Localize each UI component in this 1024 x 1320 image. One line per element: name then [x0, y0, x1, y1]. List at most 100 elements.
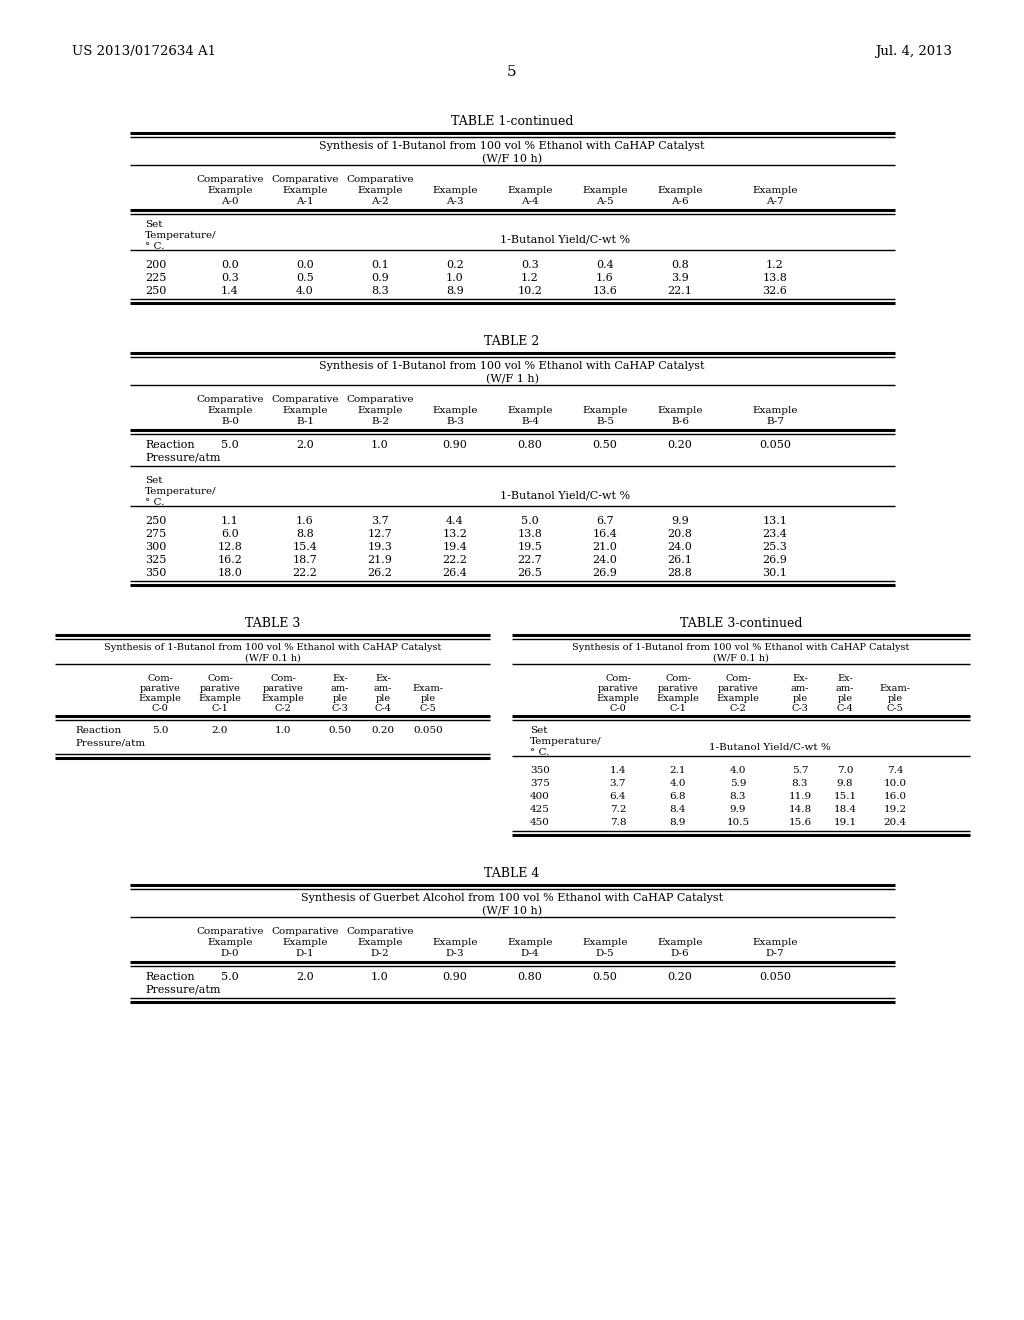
- Text: Synthesis of 1-Butanol from 100 vol % Ethanol with CaHAP Catalyst: Synthesis of 1-Butanol from 100 vol % Et…: [572, 643, 909, 652]
- Text: Ex-: Ex-: [332, 675, 348, 682]
- Text: B-2: B-2: [371, 417, 389, 426]
- Text: am-: am-: [791, 684, 809, 693]
- Text: 0.90: 0.90: [442, 440, 467, 450]
- Text: 0.80: 0.80: [517, 440, 543, 450]
- Text: 450: 450: [530, 818, 550, 828]
- Text: 350: 350: [145, 568, 166, 578]
- Text: 12.8: 12.8: [217, 543, 243, 552]
- Text: Reaction: Reaction: [145, 440, 195, 450]
- Text: 6.0: 6.0: [221, 529, 239, 539]
- Text: Com-: Com-: [270, 675, 296, 682]
- Text: 0.90: 0.90: [442, 972, 467, 982]
- Text: 20.4: 20.4: [884, 818, 906, 828]
- Text: ple: ple: [838, 694, 853, 704]
- Text: 11.9: 11.9: [788, 792, 812, 801]
- Text: 1.2: 1.2: [766, 260, 784, 271]
- Text: 10.2: 10.2: [517, 286, 543, 296]
- Text: Example: Example: [283, 186, 328, 195]
- Text: TABLE 3: TABLE 3: [245, 616, 300, 630]
- Text: 8.9: 8.9: [446, 286, 464, 296]
- Text: Temperature/: Temperature/: [145, 231, 217, 240]
- Text: 0.80: 0.80: [517, 972, 543, 982]
- Text: C-4: C-4: [837, 704, 853, 713]
- Text: 15.6: 15.6: [788, 818, 812, 828]
- Text: Com-: Com-: [725, 675, 751, 682]
- Text: Com-: Com-: [665, 675, 691, 682]
- Text: am-: am-: [836, 684, 854, 693]
- Text: 24.0: 24.0: [593, 554, 617, 565]
- Text: 23.4: 23.4: [763, 529, 787, 539]
- Text: A-0: A-0: [221, 197, 239, 206]
- Text: Example: Example: [261, 694, 304, 704]
- Text: TABLE 1-continued: TABLE 1-continued: [451, 115, 573, 128]
- Text: Ex-: Ex-: [793, 675, 808, 682]
- Text: 1.4: 1.4: [609, 766, 627, 775]
- Text: B-3: B-3: [446, 417, 464, 426]
- Text: (W/F 0.1 h): (W/F 0.1 h): [713, 653, 769, 663]
- Text: 325: 325: [145, 554, 166, 565]
- Text: Comparative: Comparative: [197, 395, 264, 404]
- Text: Synthesis of Guerbet Alcohol from 100 vol % Ethanol with CaHAP Catalyst: Synthesis of Guerbet Alcohol from 100 vo…: [301, 894, 723, 903]
- Text: Synthesis of 1-Butanol from 100 vol % Ethanol with CaHAP Catalyst: Synthesis of 1-Butanol from 100 vol % Et…: [319, 141, 705, 150]
- Text: 1.0: 1.0: [274, 726, 291, 735]
- Text: C-5: C-5: [420, 704, 436, 713]
- Text: 19.1: 19.1: [834, 818, 856, 828]
- Text: (W/F 10 h): (W/F 10 h): [482, 906, 542, 916]
- Text: 7.8: 7.8: [609, 818, 627, 828]
- Text: Comparative: Comparative: [271, 395, 339, 404]
- Text: Comparative: Comparative: [271, 176, 339, 183]
- Text: 26.9: 26.9: [763, 554, 787, 565]
- Text: 21.0: 21.0: [593, 543, 617, 552]
- Text: C-3: C-3: [792, 704, 808, 713]
- Text: 1-Butanol Yield/C-wt %: 1-Butanol Yield/C-wt %: [710, 742, 830, 751]
- Text: A-7: A-7: [766, 197, 783, 206]
- Text: D-1: D-1: [296, 949, 314, 958]
- Text: 22.7: 22.7: [517, 554, 543, 565]
- Text: B-4: B-4: [521, 417, 539, 426]
- Text: Example: Example: [597, 694, 639, 704]
- Text: 0.050: 0.050: [759, 972, 791, 982]
- Text: 18.4: 18.4: [834, 805, 856, 814]
- Text: B-7: B-7: [766, 417, 784, 426]
- Text: Example: Example: [283, 407, 328, 414]
- Text: 5.0: 5.0: [521, 516, 539, 525]
- Text: parative: parative: [718, 684, 759, 693]
- Text: D-3: D-3: [445, 949, 464, 958]
- Text: 13.8: 13.8: [517, 529, 543, 539]
- Text: Example: Example: [432, 407, 478, 414]
- Text: 1.1: 1.1: [221, 516, 239, 525]
- Text: 4.0: 4.0: [730, 766, 746, 775]
- Text: 0.050: 0.050: [759, 440, 791, 450]
- Text: C-1: C-1: [212, 704, 228, 713]
- Text: Example: Example: [207, 407, 253, 414]
- Text: C-2: C-2: [274, 704, 292, 713]
- Text: 0.50: 0.50: [593, 972, 617, 982]
- Text: (W/F 0.1 h): (W/F 0.1 h): [245, 653, 300, 663]
- Text: 400: 400: [530, 792, 550, 801]
- Text: 15.1: 15.1: [834, 792, 856, 801]
- Text: Example: Example: [583, 186, 628, 195]
- Text: 0.3: 0.3: [521, 260, 539, 271]
- Text: (W/F 1 h): (W/F 1 h): [485, 374, 539, 384]
- Text: 9.9: 9.9: [730, 805, 746, 814]
- Text: US 2013/0172634 A1: US 2013/0172634 A1: [72, 45, 216, 58]
- Text: TABLE 3-continued: TABLE 3-continued: [680, 616, 802, 630]
- Text: TABLE 2: TABLE 2: [484, 335, 540, 348]
- Text: parative: parative: [598, 684, 638, 693]
- Text: 0.8: 0.8: [671, 260, 689, 271]
- Text: D-2: D-2: [371, 949, 389, 958]
- Text: Comparative: Comparative: [197, 927, 264, 936]
- Text: 19.4: 19.4: [442, 543, 467, 552]
- Text: 12.7: 12.7: [368, 529, 392, 539]
- Text: 26.5: 26.5: [517, 568, 543, 578]
- Text: 1.0: 1.0: [446, 273, 464, 282]
- Text: D-0: D-0: [221, 949, 240, 958]
- Text: Example: Example: [283, 939, 328, 946]
- Text: Example: Example: [357, 939, 402, 946]
- Text: 22.2: 22.2: [293, 568, 317, 578]
- Text: parative: parative: [139, 684, 180, 693]
- Text: 6.7: 6.7: [596, 516, 613, 525]
- Text: 19.2: 19.2: [884, 805, 906, 814]
- Text: Temperature/: Temperature/: [145, 487, 217, 496]
- Text: ° C.: ° C.: [530, 748, 549, 756]
